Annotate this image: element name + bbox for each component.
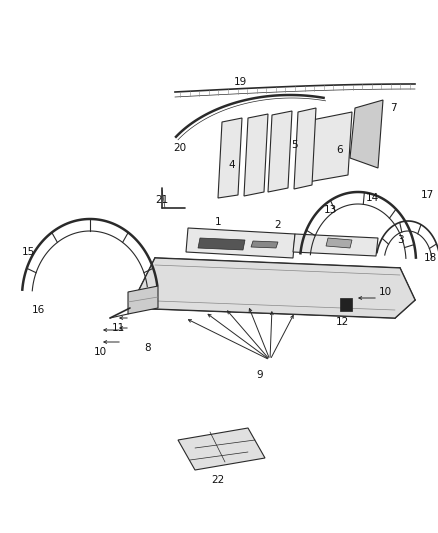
Text: 16: 16 (32, 305, 45, 315)
Text: 8: 8 (145, 343, 151, 353)
Text: 21: 21 (155, 195, 169, 205)
Text: 20: 20 (173, 143, 187, 153)
Text: 15: 15 (21, 247, 35, 257)
Text: 7: 7 (390, 103, 396, 113)
Polygon shape (293, 234, 378, 256)
Polygon shape (128, 286, 158, 314)
Text: 2: 2 (275, 220, 281, 230)
Text: 13: 13 (323, 205, 337, 215)
Polygon shape (340, 298, 352, 311)
Text: 5: 5 (292, 140, 298, 150)
Text: 12: 12 (336, 317, 349, 327)
Polygon shape (326, 238, 352, 248)
Text: 14: 14 (365, 193, 378, 203)
Text: 17: 17 (420, 190, 434, 200)
Polygon shape (268, 111, 292, 192)
Polygon shape (251, 241, 278, 248)
Text: 19: 19 (233, 77, 247, 87)
Polygon shape (294, 108, 316, 189)
Polygon shape (308, 112, 352, 182)
Text: 10: 10 (93, 347, 106, 357)
Text: 9: 9 (257, 370, 263, 380)
Text: 1: 1 (215, 217, 221, 227)
Text: 6: 6 (337, 145, 343, 155)
Text: 4: 4 (229, 160, 235, 170)
Polygon shape (244, 114, 268, 196)
Polygon shape (178, 428, 265, 470)
Text: 11: 11 (111, 323, 125, 333)
Text: 10: 10 (378, 287, 392, 297)
Text: 22: 22 (212, 475, 225, 485)
Polygon shape (350, 100, 383, 168)
Polygon shape (218, 118, 242, 198)
Polygon shape (186, 228, 295, 258)
Polygon shape (198, 238, 245, 250)
Text: 18: 18 (424, 253, 437, 263)
Text: 3: 3 (397, 235, 403, 245)
Polygon shape (130, 258, 415, 318)
